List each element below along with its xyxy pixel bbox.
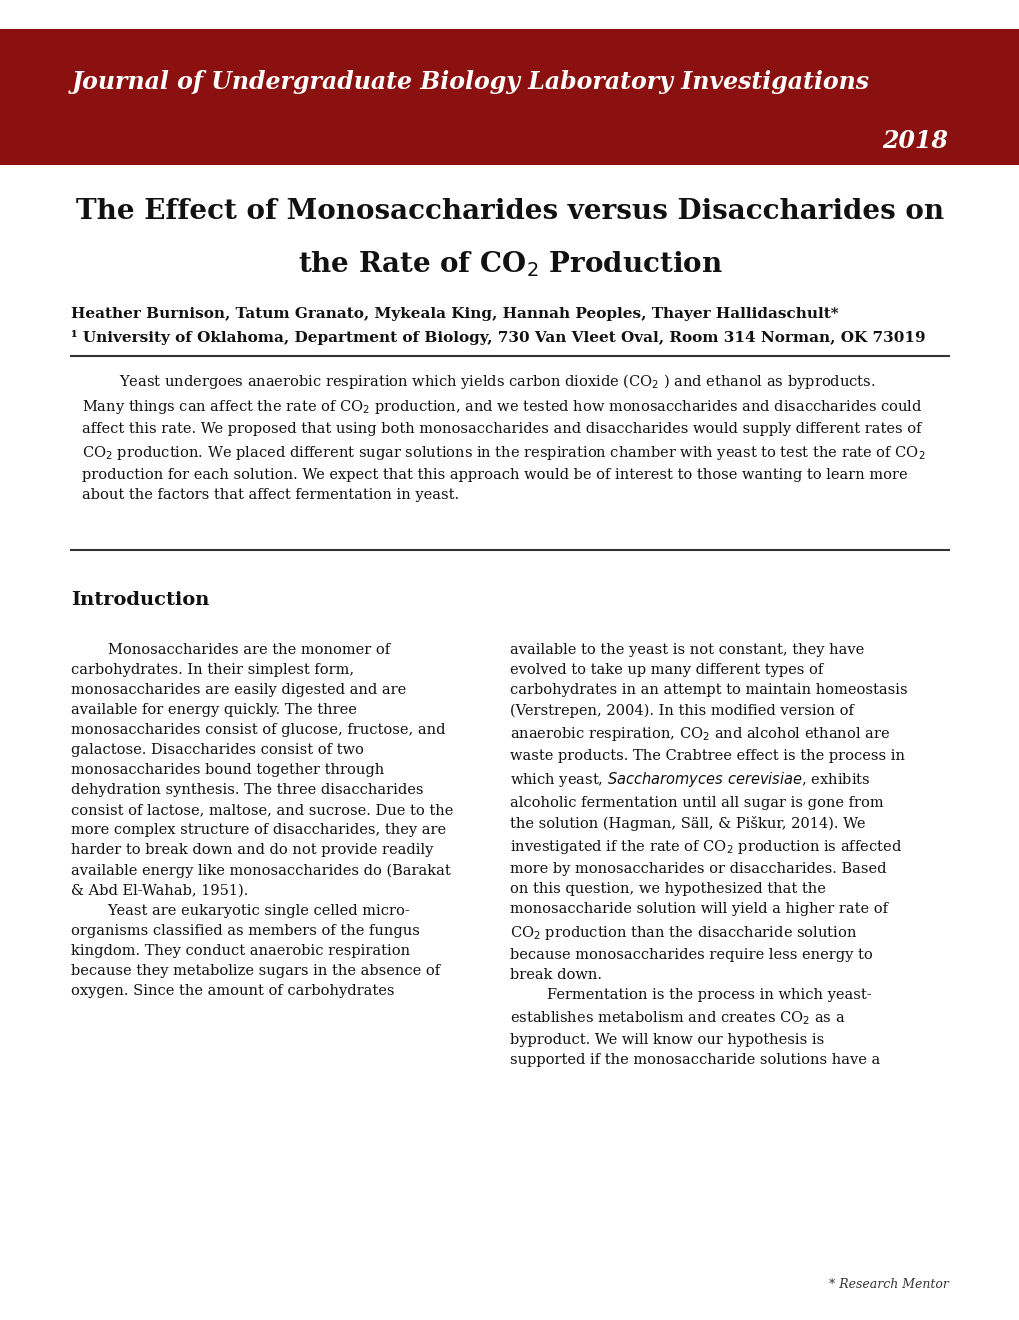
Text: ¹ University of Oklahoma, Department of Biology, 730 Van Vleet Oval, Room 314 No: ¹ University of Oklahoma, Department of … <box>71 330 925 346</box>
Text: Heather Burnison, Tatum Granato, Mykeala King, Hannah Peoples, Thayer Hallidasch: Heather Burnison, Tatum Granato, Mykeala… <box>71 308 839 321</box>
Text: The Effect of Monosaccharides versus Disaccharides on: The Effect of Monosaccharides versus Dis… <box>75 198 944 224</box>
Text: the Rate of CO$_2$ Production: the Rate of CO$_2$ Production <box>298 249 721 279</box>
Text: Journal of Undergraduate Biology Laboratory Investigations: Journal of Undergraduate Biology Laborat… <box>71 70 868 94</box>
Text: available to the yeast is not constant, they have
evolved to take up many differ: available to the yeast is not constant, … <box>510 643 907 1067</box>
Text: 2018: 2018 <box>881 129 948 153</box>
Text: Monosaccharides are the monomer of
carbohydrates. In their simplest form,
monosa: Monosaccharides are the monomer of carbo… <box>71 643 453 998</box>
Text: Yeast undergoes anaerobic respiration which yields carbon dioxide (CO$_2$ ) and : Yeast undergoes anaerobic respiration wh… <box>82 372 924 502</box>
Text: * Research Mentor: * Research Mentor <box>827 1278 948 1291</box>
FancyBboxPatch shape <box>0 29 1019 165</box>
Text: Introduction: Introduction <box>71 591 210 610</box>
